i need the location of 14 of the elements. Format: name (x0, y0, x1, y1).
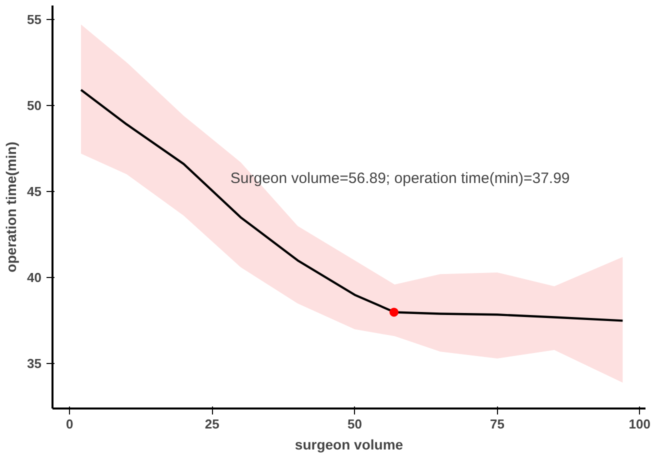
y-tick-label: 35 (27, 356, 42, 372)
x-tick-label: 25 (204, 416, 220, 432)
x-axis-title: surgeon volume (294, 436, 404, 452)
x-tick-label: 100 (628, 416, 651, 432)
y-tick-label: 55 (27, 12, 42, 27)
y-tick-label: 45 (27, 184, 42, 199)
x-tick-label: 0 (66, 416, 74, 432)
x-tick-label: 75 (490, 416, 504, 432)
x-tick-label: 50 (347, 416, 362, 432)
y-axis-title: operation time(min) (3, 142, 20, 272)
annotation: Surgeon volume=56.89; operation time(min)=37.99 (230, 170, 570, 187)
y-tick-label: 50 (27, 98, 42, 113)
line-series (80, 88, 624, 322)
y-tick-label: 40 (27, 270, 42, 286)
